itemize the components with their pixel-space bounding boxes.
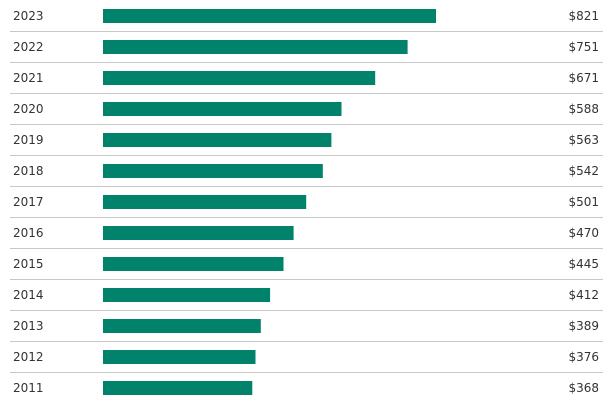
- category-label: 2019: [13, 133, 44, 147]
- bar-row: 2018 $542: [10, 164, 603, 187]
- bar-row: 2013 $389: [10, 319, 603, 342]
- category-label: 2013: [13, 319, 44, 333]
- bar-row: 2017 $501: [10, 195, 603, 218]
- bar: [103, 133, 332, 147]
- bar: [103, 350, 256, 364]
- bar: [103, 226, 294, 240]
- value-label: $563: [568, 133, 599, 147]
- category-label: 2020: [13, 102, 44, 116]
- bar-row: 2012 $376: [10, 350, 603, 373]
- bar: [103, 195, 307, 209]
- bar-row: 2022 $751: [10, 40, 603, 63]
- category-label: 2021: [13, 71, 44, 85]
- value-label: $412: [568, 288, 599, 302]
- bar-row: 2021 $671: [10, 71, 603, 94]
- bar: [103, 288, 271, 302]
- category-label: 2022: [13, 40, 44, 54]
- bar: [103, 102, 342, 116]
- value-label: $389: [568, 319, 599, 333]
- category-label: 2016: [13, 226, 44, 240]
- value-label: $501: [568, 195, 599, 209]
- value-label: $542: [568, 164, 599, 178]
- category-label: 2015: [13, 257, 44, 271]
- bar-row: 2019 $563: [10, 133, 603, 156]
- bar-row: 2011 $368: [13, 381, 599, 395]
- bar-row: 2020 $588: [10, 102, 603, 125]
- bar: [103, 40, 408, 54]
- value-label: $588: [568, 102, 599, 116]
- value-label: $470: [568, 226, 599, 240]
- value-label: $376: [568, 350, 599, 364]
- value-label: $671: [568, 71, 599, 85]
- bar-row: 2016 $470: [10, 226, 603, 249]
- bar: [103, 9, 436, 23]
- category-label: 2023: [13, 9, 44, 23]
- category-label: 2014: [13, 288, 44, 302]
- bar: [103, 164, 323, 178]
- value-label: $368: [568, 381, 599, 395]
- category-label: 2018: [13, 164, 44, 178]
- value-label: $751: [568, 40, 599, 54]
- bar-row: 2015 $445: [10, 257, 603, 280]
- bar: [103, 71, 376, 85]
- category-label: 2017: [13, 195, 44, 209]
- bar: [103, 319, 261, 333]
- value-label: $821: [568, 9, 599, 23]
- bar: [103, 381, 253, 395]
- bar-row: 2014 $412: [10, 288, 603, 311]
- bar-row: 2023 $821: [10, 9, 603, 32]
- value-label: $445: [568, 257, 599, 271]
- category-label: 2011: [13, 381, 44, 395]
- bar: [103, 257, 284, 271]
- category-label: 2012: [13, 350, 44, 364]
